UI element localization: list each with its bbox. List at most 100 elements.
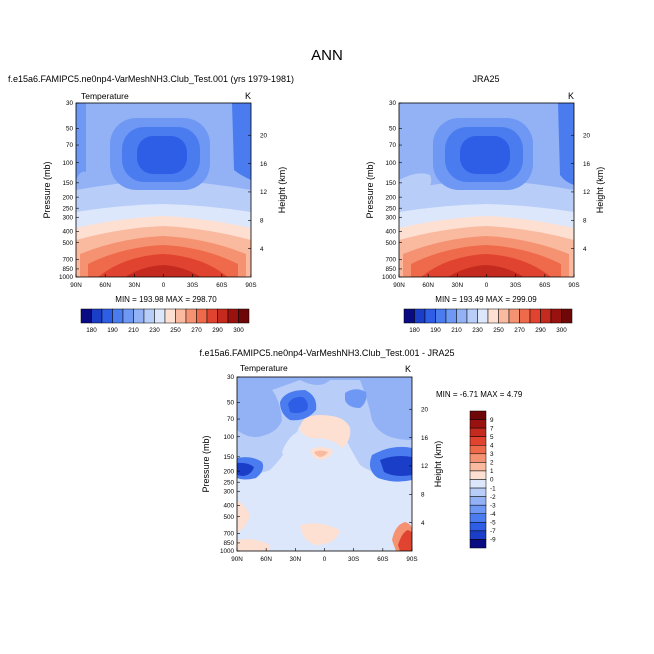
plot-area [236, 376, 413, 552]
colorbar-label: 7 [490, 425, 494, 432]
y-tick-label: 70 [66, 142, 74, 149]
colorbar-swatch [469, 427, 487, 437]
colorbar: 180 190 210 230 250 270 290 300 [403, 308, 573, 334]
colorbar-swatch [469, 539, 487, 549]
y-tick-label: 100 [385, 160, 396, 167]
x-tick-label: 0 [485, 282, 489, 289]
x-tick-label: 30S [510, 282, 521, 289]
y-tick-label: 150 [62, 180, 73, 187]
x-tick-label: 90N [231, 556, 243, 563]
y-right-tick-label: 16 [421, 435, 429, 442]
colorbar-label: 9 [490, 417, 494, 424]
colorbar-swatch [445, 308, 457, 324]
colorbar-swatch [469, 462, 487, 472]
colorbar-swatch [227, 308, 239, 324]
y-tick-label: 400 [223, 503, 234, 510]
y-tick-label: 250 [385, 205, 396, 212]
colorbar-swatch [469, 419, 487, 429]
y-tick-label: 700 [385, 257, 396, 264]
colorbar-swatch [112, 308, 124, 324]
min-max-stats: MIN = -6.71 MAX = 4.79 [436, 390, 523, 399]
y-tick-label: 300 [62, 214, 73, 221]
colorbar-label: 2 [490, 460, 494, 467]
colorbar-swatch [217, 308, 229, 324]
y-right-tick-label: 12 [421, 463, 429, 470]
x-tick-label: 90S [406, 556, 417, 563]
colorbar-label: 300 [556, 327, 567, 334]
y-tick-label: 100 [62, 160, 73, 167]
panel-title: JRA25 [472, 74, 499, 84]
colorbar-swatch [164, 308, 176, 324]
colorbar-swatch [540, 308, 552, 324]
y-tick-label: 50 [389, 126, 397, 133]
y-right-tick-label: 20 [421, 406, 429, 413]
colorbar-swatch [143, 308, 155, 324]
y-tick-label: 30 [66, 100, 74, 107]
x-tick-label: 30N [290, 556, 302, 563]
units-label: K [405, 364, 411, 374]
x-tick-label: 0 [162, 282, 166, 289]
colorbar-swatch [469, 479, 487, 489]
colorbar-label: -3 [490, 502, 496, 509]
y-tick-label: 200 [385, 194, 396, 201]
x-tick-label: 90S [568, 282, 579, 289]
x-tick-label: 60N [422, 282, 434, 289]
colorbar-swatch [469, 513, 487, 523]
y-tick-label: 150 [223, 454, 234, 461]
colorbar-label: -4 [490, 511, 496, 518]
colorbar-swatch [196, 308, 208, 324]
colorbar-label: 190 [430, 327, 441, 334]
colorbar-swatch [508, 308, 520, 324]
y-tick-label: 200 [223, 468, 234, 475]
colorbar-swatch [469, 487, 487, 497]
y-right-tick-label: 4 [583, 246, 587, 253]
colorbar-swatch [498, 308, 510, 324]
colorbar-swatch [206, 308, 218, 324]
y-tick-label: 1000 [382, 274, 397, 281]
colorbar-label: 190 [107, 327, 118, 334]
colorbar-label: -2 [490, 494, 496, 501]
y-tick-label: 250 [223, 479, 234, 486]
y-tick-label: 250 [62, 205, 73, 212]
y-right-tick-label: 8 [421, 491, 425, 498]
colorbar-swatch [550, 308, 562, 324]
colorbar-label: -5 [490, 520, 496, 527]
colorbar-label: 230 [149, 327, 160, 334]
colorbar-swatch [456, 308, 468, 324]
colorbar-swatch [101, 308, 113, 324]
colorbar-swatch [403, 308, 415, 324]
y-tick-label: 200 [62, 194, 73, 201]
colorbar-label: 0 [490, 477, 494, 484]
y-right-tick-label: 8 [260, 217, 264, 224]
x-tick-label: 30S [348, 556, 359, 563]
colorbar-swatch [469, 445, 487, 455]
colorbar-swatch [435, 308, 447, 324]
y-right-tick-label: 4 [260, 246, 264, 253]
colorbar-swatch [519, 308, 531, 324]
colorbar-swatch [469, 436, 487, 446]
colorbar-swatch [477, 308, 489, 324]
panel-model: f.e15a6.FAMIPC5.ne0np4-VarMeshNH3.Club_T… [8, 74, 294, 334]
colorbar-swatch [424, 308, 436, 324]
x-tick-label: 30N [129, 282, 141, 289]
y-axis-label: Pressure (mb) [365, 161, 375, 218]
colorbar-label: 270 [191, 327, 202, 334]
y-right-tick-label: 12 [583, 189, 591, 196]
y-tick-label: 50 [227, 400, 235, 407]
colorbar-label: 250 [493, 327, 504, 334]
colorbar-label: 300 [233, 327, 244, 334]
colorbar-swatch [80, 308, 92, 324]
colorbar-swatch [487, 308, 499, 324]
y-tick-label: 850 [62, 266, 73, 273]
var-label: Temperature [81, 91, 129, 101]
x-tick-label: 60S [377, 556, 388, 563]
colorbar-label: 4 [490, 442, 494, 449]
y-tick-label: 300 [223, 488, 234, 495]
colorbar-label: 290 [212, 327, 223, 334]
y-tick-label: 70 [389, 142, 397, 149]
colorbar-swatch [133, 308, 145, 324]
y-tick-label: 500 [385, 240, 396, 247]
x-tick-label: 30S [187, 282, 198, 289]
y-right-tick-label: 20 [583, 132, 591, 139]
